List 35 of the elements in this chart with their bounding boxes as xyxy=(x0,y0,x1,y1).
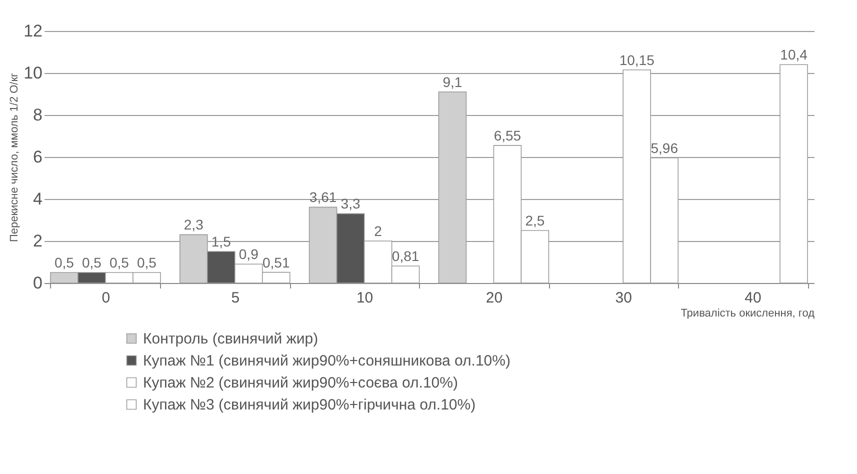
data-label: 6,55 xyxy=(494,127,522,144)
data-label: 0,51 xyxy=(262,254,290,270)
y-tick-label: 2 xyxy=(33,232,42,250)
y-tick-label: 12 xyxy=(24,22,42,40)
y-tick-label: 8 xyxy=(33,106,42,124)
y-tick-label: 6 xyxy=(33,148,42,166)
data-label: 10,4 xyxy=(780,46,808,63)
data-label: 9,1 xyxy=(442,74,462,90)
data-label: 3,3 xyxy=(340,196,360,212)
x-tick-label: 30 xyxy=(615,290,632,306)
x-tick-label: 5 xyxy=(231,290,240,306)
data-label: 2,3 xyxy=(184,216,204,233)
x-tick-label: 20 xyxy=(486,290,503,306)
data-label: 2,5 xyxy=(525,212,545,228)
legend-label: Купаж №2 (свинячий жир90%+соєва ол.10%) xyxy=(143,374,458,392)
legend-label: Купаж №1 (свинячий жир90%+соняшникова ол.10%) xyxy=(143,352,510,370)
data-label: 0,5 xyxy=(109,254,130,270)
x-tick-label: 10 xyxy=(356,290,374,306)
data-label: 0,5 xyxy=(136,254,157,270)
y-tick-label: 0 xyxy=(33,274,42,292)
legend-label: Контроль (свинячий жир) xyxy=(143,330,318,348)
x-tick-label: 0 xyxy=(102,290,110,306)
data-label: 0,9 xyxy=(238,246,259,262)
data-label: 0,81 xyxy=(392,248,420,264)
x-axis-title: Тривалість окислення, год xyxy=(680,308,816,320)
y-axis-title: Перекисне число, ммоль 1/2 О/кг xyxy=(8,72,21,242)
data-label: 0,5 xyxy=(82,254,102,270)
x-tick-label: 40 xyxy=(744,290,762,306)
legend-label: Купаж №3 (свинячий жир90%+гірчична ол.10%) xyxy=(143,396,476,414)
data-label: 5,96 xyxy=(650,140,678,156)
data-label: 10,15 xyxy=(619,52,655,68)
y-tick-label: 10 xyxy=(24,64,42,82)
data-label: 2 xyxy=(374,223,382,239)
y-tick-label: 4 xyxy=(33,190,42,208)
data-label: 0,5 xyxy=(54,254,74,270)
